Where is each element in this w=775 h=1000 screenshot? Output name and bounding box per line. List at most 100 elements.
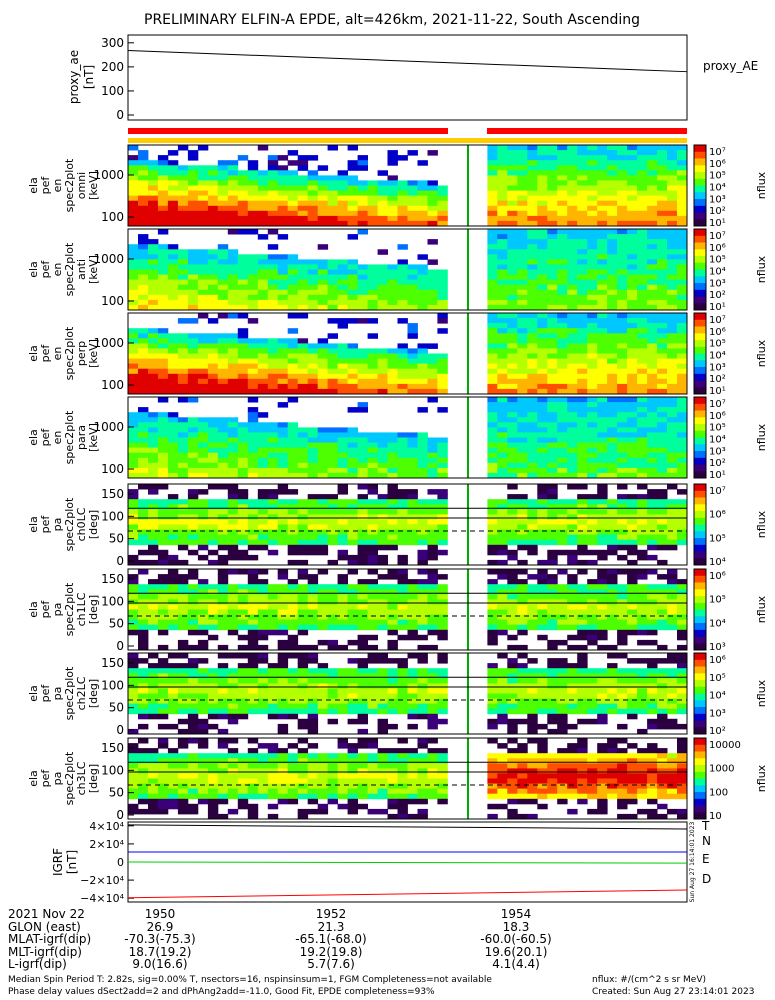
spectrogram-cell — [157, 713, 169, 720]
spectrogram-cell — [307, 524, 319, 530]
spectrogram-cell — [517, 348, 528, 354]
spectrogram-cell — [407, 514, 418, 520]
spectrogram-cell — [567, 614, 578, 621]
spectrogram-cell — [247, 427, 259, 433]
spectrogram-cell — [377, 447, 388, 454]
spectrogram-cell — [657, 499, 668, 505]
spectrogram-cell — [177, 673, 189, 679]
spectrogram-cell — [357, 210, 368, 217]
colorbar-cell — [694, 276, 706, 281]
spectrogram-cell — [677, 190, 688, 197]
spectrogram-cell — [347, 190, 358, 197]
spectrogram-cell — [597, 504, 608, 510]
spectrogram-cell — [167, 160, 179, 166]
spectrogram-cell — [497, 200, 508, 207]
spectrogram-cell — [148, 457, 159, 464]
spectrogram-cell — [337, 289, 348, 296]
spectrogram-cell — [377, 190, 388, 197]
spectrogram-cell — [537, 190, 548, 197]
spectrogram-cell — [577, 279, 588, 286]
spectrogram-cell — [277, 569, 289, 575]
spectrogram-cell — [138, 289, 149, 296]
spectrogram-cell — [667, 604, 678, 610]
spectrogram-cell — [677, 614, 688, 621]
spectrogram-cell — [387, 358, 398, 365]
spectrogram-cell — [287, 499, 299, 505]
spectrogram-cell — [607, 534, 618, 541]
spectrogram-cell — [657, 304, 668, 311]
spectrogram-cell — [227, 447, 239, 454]
spectrogram-cell — [407, 333, 418, 339]
spectrogram-cell — [497, 457, 508, 464]
spectrogram-cell — [297, 368, 309, 375]
spectrogram-cell — [367, 363, 378, 370]
spectrogram-cell — [507, 599, 518, 605]
spectrogram-cell — [387, 723, 398, 730]
spectrogram-cell — [267, 678, 279, 684]
spectrogram-cell — [487, 397, 498, 403]
spectrogram-cell — [617, 407, 628, 413]
spectrogram-cell — [148, 185, 159, 191]
spectrogram-cell — [277, 284, 289, 291]
spectrogram-cell — [247, 639, 259, 646]
spectrogram-cell — [367, 215, 378, 222]
spectrogram-cell — [267, 489, 279, 495]
spectrogram-cell — [627, 494, 638, 500]
spectrogram-cell — [517, 462, 528, 469]
spectrogram-cell — [357, 452, 368, 459]
spectrogram-cell — [337, 378, 348, 385]
spectrogram-cell — [497, 703, 508, 710]
spectrogram-cell — [567, 514, 578, 520]
spectrogram-cell — [167, 539, 179, 546]
spectrogram-cell — [607, 514, 618, 520]
spectrogram-cell — [507, 160, 518, 166]
spectrogram-cell — [437, 668, 448, 674]
spectrogram-cell — [537, 494, 548, 500]
spectrogram-cell — [207, 678, 219, 684]
spectrogram-cell — [517, 254, 528, 260]
spectrogram-cell — [237, 388, 249, 395]
spectrogram-cell — [277, 713, 289, 720]
spectrogram-cell — [577, 718, 588, 725]
spectrogram-cell — [138, 529, 149, 536]
spectrogram-cell — [597, 323, 608, 329]
spectrogram-cell — [587, 534, 598, 541]
spectrogram-cell — [537, 175, 548, 181]
spectrogram-cell — [547, 539, 558, 546]
spectrogram-cell — [347, 299, 358, 306]
spectrogram-cell — [177, 274, 189, 281]
spectrogram-cell — [637, 619, 648, 626]
spectrogram-cell — [507, 373, 518, 380]
spectrogram-cell — [128, 249, 139, 255]
spectrogram-cell — [347, 284, 358, 291]
spectrogram-cell — [537, 584, 548, 590]
spectrogram-cell — [347, 269, 358, 275]
spectrogram-cell — [627, 569, 638, 575]
spectrogram-cell — [617, 678, 628, 684]
spectrogram-cell — [507, 693, 518, 699]
spectrogram-cell — [527, 239, 538, 245]
spectrogram-cell — [297, 274, 309, 281]
spectrogram-cell — [487, 718, 498, 725]
spectrogram-cell — [387, 489, 398, 495]
spectrogram-cell — [167, 663, 179, 669]
spectrogram-cell — [177, 703, 189, 710]
colorbar-cell — [694, 269, 706, 274]
colorbar-cell — [694, 299, 706, 304]
spectrogram-cell — [557, 294, 568, 301]
spectrogram-cell — [427, 539, 438, 546]
spectrogram-cell — [207, 437, 219, 443]
spectrogram-cell — [437, 284, 448, 291]
spectrogram-cell — [487, 417, 498, 423]
spectrogram-cell — [657, 190, 668, 197]
spectrogram-cell — [217, 284, 229, 291]
spectrogram-cell — [427, 210, 438, 217]
spectrogram-cell — [367, 529, 378, 536]
spectrogram-cell — [287, 328, 299, 334]
spectrogram-cell — [377, 529, 388, 536]
spectrogram-cell — [138, 708, 149, 715]
spectrogram-cell — [587, 259, 598, 265]
spectrogram-cell — [128, 333, 139, 339]
spectrogram-cell — [527, 269, 538, 275]
spectrogram-cell — [567, 234, 578, 240]
